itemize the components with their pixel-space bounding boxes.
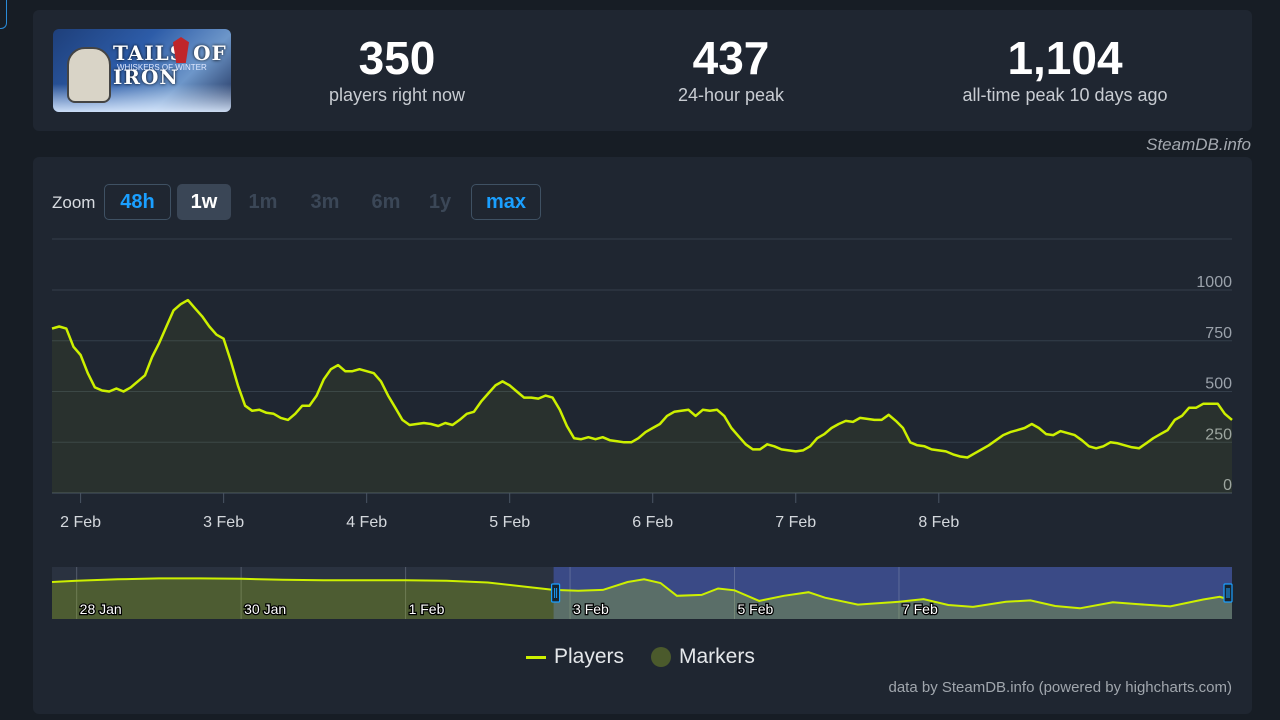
x-tick-label: 3 Feb bbox=[203, 514, 244, 531]
legend-players-label: Players bbox=[554, 645, 625, 668]
players-area-fill bbox=[52, 300, 1232, 493]
stats-card: TAILS OF IRON WHISKERS OF WINTER 350 pla… bbox=[33, 10, 1252, 131]
zoom-1y-button[interactable]: 1y bbox=[428, 190, 452, 213]
zoom-label: Zoom bbox=[52, 193, 96, 212]
navigator-line bbox=[51, 577, 1233, 610]
y-axis-ticks: 0 250 500 750 1000 bbox=[1196, 274, 1232, 494]
x-tick-label: 6 Feb bbox=[632, 514, 673, 531]
logo-emblem-icon bbox=[173, 37, 189, 63]
game-logo[interactable]: TAILS OF IRON WHISKERS OF WINTER bbox=[53, 29, 231, 112]
legend-markers[interactable]: Markers bbox=[651, 645, 755, 669]
navigator-selection[interactable] bbox=[553, 567, 1232, 619]
chart-credit[interactable]: data by SteamDB.info (powered by highcha… bbox=[888, 679, 1233, 696]
zoom-1w-button[interactable]: 1w bbox=[177, 184, 231, 220]
navigator-tick-label: 1 Feb bbox=[409, 601, 445, 617]
navigator[interactable]: 28 Jan 30 Jan 1 Feb 3 Feb 5 Feb 7 Feb bbox=[51, 567, 1233, 619]
stat-value: 350 bbox=[358, 32, 436, 84]
y-tick-label: 0 bbox=[1223, 477, 1232, 494]
x-axis: 2 Feb 3 Feb 4 Feb 5 Feb 6 Feb 7 Feb 8 Feb bbox=[60, 493, 959, 531]
y-tick-label: 250 bbox=[1205, 426, 1232, 443]
zoom-max-button[interactable]: max bbox=[471, 184, 541, 220]
x-tick-label: 2 Feb bbox=[60, 514, 101, 531]
navigator-tick-label: 5 Feb bbox=[738, 601, 774, 617]
legend-line-icon bbox=[526, 655, 546, 659]
navigator-tick-label: 3 Feb bbox=[573, 601, 609, 617]
y-tick-label: 500 bbox=[1205, 376, 1232, 393]
steamdb-credit[interactable]: SteamDB.info bbox=[1146, 135, 1251, 154]
logo-rat-knight-figure bbox=[67, 47, 111, 103]
zoom-6m-button[interactable]: 6m bbox=[371, 190, 401, 213]
y-tick-label: 1000 bbox=[1196, 274, 1232, 291]
stat-24h-peak: 437 24-hour peak bbox=[631, 34, 831, 106]
grid-lines bbox=[52, 238, 1232, 494]
zoom-48h-button[interactable]: 48h bbox=[104, 184, 171, 220]
navigator-area bbox=[52, 578, 1232, 619]
logo-title: TAILS OF IRON bbox=[113, 41, 227, 89]
logo-subtitle: WHISKERS OF WINTER bbox=[117, 63, 207, 72]
legend-markers-label: Markers bbox=[679, 645, 755, 668]
navigator-tick-label: 30 Jan bbox=[244, 601, 286, 617]
players-line[interactable] bbox=[51, 298, 1233, 459]
stat-current-players: 350 players right now bbox=[297, 34, 497, 106]
stat-label: players right now bbox=[328, 85, 466, 105]
zoom-1m-button[interactable]: 1m bbox=[248, 190, 278, 213]
navigator-right-handle[interactable] bbox=[1223, 583, 1233, 603]
navigator-tick-label: 28 Jan bbox=[80, 601, 122, 617]
legend-dot-icon bbox=[651, 647, 671, 667]
stat-value: 1,104 bbox=[1007, 32, 1123, 84]
stat-label: all-time peak 10 days ago bbox=[962, 85, 1168, 105]
y-tick-label: 750 bbox=[1205, 325, 1232, 342]
players-series[interactable] bbox=[51, 298, 1233, 459]
x-tick-label: 5 Feb bbox=[489, 514, 530, 531]
players-area bbox=[52, 300, 1232, 493]
navigator-tick-label: 7 Feb bbox=[902, 601, 938, 617]
legend-players[interactable]: Players bbox=[526, 645, 624, 669]
x-tick-label: 4 Feb bbox=[346, 514, 387, 531]
x-tick-label: 7 Feb bbox=[775, 514, 816, 531]
stat-value: 437 bbox=[692, 32, 770, 84]
navigator-left-handle[interactable] bbox=[551, 583, 561, 603]
zoom-3m-button[interactable]: 3m bbox=[310, 190, 340, 213]
x-tick-label: 8 Feb bbox=[918, 514, 959, 531]
stat-label: 24-hour peak bbox=[677, 85, 785, 105]
stat-all-time-peak: 1,104 all-time peak 10 days ago bbox=[935, 34, 1195, 106]
